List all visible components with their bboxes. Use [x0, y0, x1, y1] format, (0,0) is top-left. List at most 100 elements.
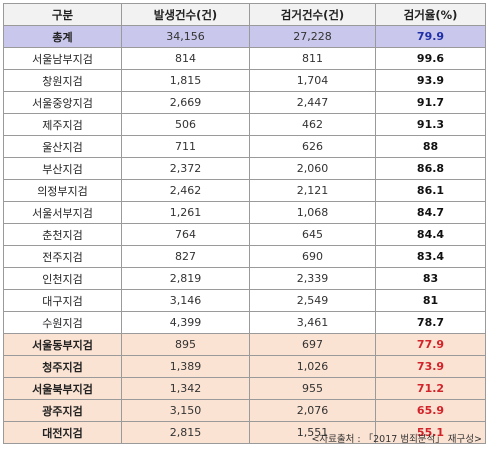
occurred-count: 2,462 — [121, 179, 250, 202]
table-row: 수원지검 4,399 3,461 78.7 — [3, 311, 486, 334]
table-row: 광주지검 3,150 2,076 65.9 — [3, 399, 486, 422]
arrest-rate: 88 — [375, 135, 486, 158]
table-row: 서울서부지검 1,261 1,068 84.7 — [3, 201, 486, 224]
arrested-count: 1,551 — [249, 421, 376, 444]
table-row: 제주지검 506 462 91.3 — [3, 113, 486, 136]
office-name: 울산지검 — [3, 135, 122, 158]
occurred-count: 4,399 — [121, 311, 250, 334]
arrest-rate: 83 — [375, 267, 486, 290]
arrest-rate: 86.1 — [375, 179, 486, 202]
arrested-count: 2,339 — [249, 267, 376, 290]
arrest-rate: 77.9 — [375, 333, 486, 356]
office-name: 대전지검 — [3, 421, 122, 444]
table-row: 서울동부지검 895 697 77.9 — [3, 333, 486, 356]
arrested-count: 955 — [249, 377, 376, 400]
header-rate: 검거율(%) — [375, 3, 486, 26]
arrested-count: 1,704 — [249, 69, 376, 92]
occurred-count: 506 — [121, 113, 250, 136]
arrested-count: 2,549 — [249, 289, 376, 312]
occurred-count: 1,389 — [121, 355, 250, 378]
office-name: 서울동부지검 — [3, 333, 122, 356]
arrested-count: 2,060 — [249, 157, 376, 180]
office-name: 서울남부지검 — [3, 47, 122, 70]
arrested-count: 1,068 — [249, 201, 376, 224]
arrested-count: 2,076 — [249, 399, 376, 422]
occurred-count: 827 — [121, 245, 250, 268]
arrested-count: 690 — [249, 245, 376, 268]
arrested-count: 2,447 — [249, 91, 376, 114]
arrest-rate: 65.9 — [375, 399, 486, 422]
table-row: 서울중앙지검 2,669 2,447 91.7 — [3, 91, 486, 114]
crime-arrest-table: 구분 발생건수(건) 검거건수(건) 검거율(%) 총계 34,156 27,2… — [3, 3, 486, 444]
arrested-count: 462 — [249, 113, 376, 136]
arrest-rate: 83.4 — [375, 245, 486, 268]
header-occurred: 발생건수(건) — [121, 3, 250, 26]
total-rate: 79.9 — [375, 25, 486, 48]
office-name: 부산지검 — [3, 157, 122, 180]
office-name: 서울서부지검 — [3, 201, 122, 224]
table-row: 전주지검 827 690 83.4 — [3, 245, 486, 268]
arrest-rate: 78.7 — [375, 311, 486, 334]
office-name: 수원지검 — [3, 311, 122, 334]
table-row: 서울남부지검 814 811 99.6 — [3, 47, 486, 70]
arrested-count: 697 — [249, 333, 376, 356]
arrest-rate: 91.7 — [375, 91, 486, 114]
office-name: 전주지검 — [3, 245, 122, 268]
office-name: 서울중앙지검 — [3, 91, 122, 114]
table-row: 부산지검 2,372 2,060 86.8 — [3, 157, 486, 180]
table-row: 춘천지검 764 645 84.4 — [3, 223, 486, 246]
arrested-count: 1,026 — [249, 355, 376, 378]
arrested-count: 626 — [249, 135, 376, 158]
arrest-rate: 55.1 — [375, 421, 486, 444]
arrest-rate: 84.7 — [375, 201, 486, 224]
office-name: 제주지검 — [3, 113, 122, 136]
arrest-rate: 73.9 — [375, 355, 486, 378]
occurred-count: 3,150 — [121, 399, 250, 422]
table-row: 대전지검 2,815 1,551 55.1 — [3, 421, 486, 444]
occurred-count: 1,815 — [121, 69, 250, 92]
office-name: 인천지검 — [3, 267, 122, 290]
table-row: 창원지검 1,815 1,704 93.9 — [3, 69, 486, 92]
table-row: 인천지검 2,819 2,339 83 — [3, 267, 486, 290]
arrested-count: 645 — [249, 223, 376, 246]
table-body: 총계 34,156 27,228 79.9 서울남부지검 814 811 99.6 창원… — [3, 25, 486, 444]
total-arrested: 27,228 — [249, 25, 376, 48]
office-name: 창원지검 — [3, 69, 122, 92]
occurred-count: 1,261 — [121, 201, 250, 224]
occurred-count: 814 — [121, 47, 250, 70]
table-row: 의정부지검 2,462 2,121 86.1 — [3, 179, 486, 202]
arrest-rate: 86.8 — [375, 157, 486, 180]
header-category: 구분 — [3, 3, 122, 26]
occurred-count: 895 — [121, 333, 250, 356]
occurred-count: 3,146 — [121, 289, 250, 312]
arrest-rate: 71.2 — [375, 377, 486, 400]
arrest-rate: 91.3 — [375, 113, 486, 136]
arrest-rate: 93.9 — [375, 69, 486, 92]
office-name: 청주지검 — [3, 355, 122, 378]
arrested-count: 2,121 — [249, 179, 376, 202]
arrest-rate: 84.4 — [375, 223, 486, 246]
occurred-count: 2,669 — [121, 91, 250, 114]
table-row: 서울북부지검 1,342 955 71.2 — [3, 377, 486, 400]
office-name: 춘천지검 — [3, 223, 122, 246]
total-occurred: 34,156 — [121, 25, 250, 48]
source-note: <자료출처 : 「2017 범죄분석」 재구성> — [311, 434, 482, 445]
table-row: 울산지검 711 626 88 — [3, 135, 486, 158]
occurred-count: 764 — [121, 223, 250, 246]
office-name: 대구지검 — [3, 289, 122, 312]
arrest-rate: 81 — [375, 289, 486, 312]
table-row: 대구지검 3,146 2,549 81 — [3, 289, 486, 312]
office-name: 광주지검 — [3, 399, 122, 422]
occurred-count: 2,819 — [121, 267, 250, 290]
office-name: 의정부지검 — [3, 179, 122, 202]
occurred-count: 2,372 — [121, 157, 250, 180]
arrest-rate: 99.6 — [375, 47, 486, 70]
occurred-count: 2,815 — [121, 421, 250, 444]
occurred-count: 711 — [121, 135, 250, 158]
arrested-count: 811 — [249, 47, 376, 70]
office-name: 서울북부지검 — [3, 377, 122, 400]
total-label: 총계 — [3, 25, 122, 48]
arrested-count: 3,461 — [249, 311, 376, 334]
header-arrested: 검거건수(건) — [249, 3, 376, 26]
